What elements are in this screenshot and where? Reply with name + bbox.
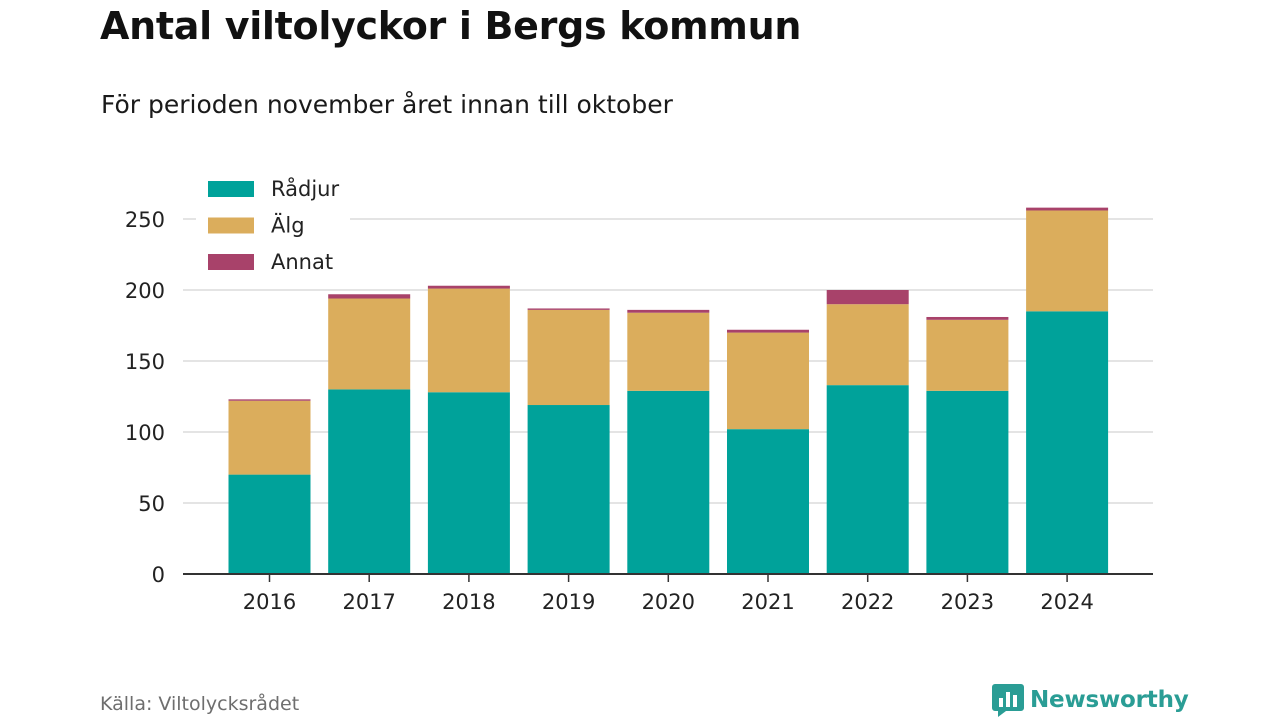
bar-annat-2018[interactable] (427, 285, 510, 289)
bar-rådjur-2016[interactable] (228, 474, 311, 574)
stacked-bar-chart: 0 50 100 150 200 250 2016 2017 2018 2019 2020 2021 2… (124, 176, 1153, 614)
bar-älg-2024[interactable] (1026, 210, 1109, 312)
x-tick-label: 2016 (243, 590, 296, 614)
legend-label: Älg (271, 213, 305, 238)
x-tick-label: 2019 (542, 590, 595, 614)
y-tick-label: 200 (125, 279, 165, 303)
bar-annat-2020[interactable] (627, 309, 710, 313)
x-tick-label: 2020 (642, 590, 695, 614)
bar-älg-2023[interactable] (926, 319, 1009, 391)
bar-älg-2020[interactable] (627, 312, 710, 391)
bar-rådjur-2023[interactable] (926, 390, 1009, 574)
bar-älg-2021[interactable] (727, 332, 809, 430)
bar-rådjur-2019[interactable] (527, 405, 610, 574)
bar-rådjur-2022[interactable] (826, 385, 909, 574)
bar-annat-2019[interactable] (527, 308, 610, 310)
chart-subtitle: För perioden november året innan till ok… (101, 90, 673, 119)
bar-annat-2016[interactable] (228, 399, 311, 401)
x-tick-label: 2017 (342, 590, 395, 614)
y-tick-label: 150 (125, 350, 165, 374)
bar-älg-2022[interactable] (826, 304, 909, 386)
brand-logo[interactable]: Newsworthy (992, 682, 1189, 718)
bar-annat-2022[interactable] (826, 290, 909, 305)
bar-rådjur-2024[interactable] (1026, 311, 1109, 574)
y-tick-label: 50 (138, 492, 165, 516)
x-tick-label: 2024 (1040, 590, 1093, 614)
legend-swatch-älg[interactable] (208, 217, 254, 234)
bar-annat-2024[interactable] (1026, 207, 1109, 211)
legend-label: Annat (271, 250, 333, 274)
bar-annat-2021[interactable] (727, 329, 809, 333)
bar-annat-2023[interactable] (926, 316, 1009, 320)
x-tick-label: 2023 (941, 590, 994, 614)
newsworthy-logo-icon (992, 684, 1024, 717)
x-tick-label: 2018 (442, 590, 495, 614)
bar-älg-2017[interactable] (328, 298, 411, 390)
bar-rådjur-2020[interactable] (627, 390, 710, 574)
y-tick-label: 100 (125, 421, 165, 445)
chart-title: Antal viltolyckor i Bergs kommun (100, 4, 802, 48)
legend-label: Rådjur (271, 176, 339, 201)
y-tick-label: 0 (152, 563, 165, 587)
legend-swatch-rådjur[interactable] (208, 181, 254, 197)
bar-älg-2019[interactable] (527, 309, 610, 406)
x-tick-label: 2021 (741, 590, 794, 614)
brand-name: Newsworthy (1030, 687, 1189, 713)
bar-älg-2018[interactable] (427, 288, 510, 393)
legend-swatch-annat[interactable] (208, 254, 254, 270)
bar-rådjur-2017[interactable] (328, 389, 411, 574)
bar-rådjur-2018[interactable] (427, 392, 510, 574)
bar-rådjur-2021[interactable] (727, 429, 809, 574)
bar-älg-2016[interactable] (228, 400, 311, 475)
bar-annat-2017[interactable] (328, 294, 411, 299)
y-tick-label: 250 (125, 208, 165, 232)
source-note: Källa: Viltolycksrådet (100, 693, 300, 715)
x-tick-label: 2022 (841, 590, 894, 614)
